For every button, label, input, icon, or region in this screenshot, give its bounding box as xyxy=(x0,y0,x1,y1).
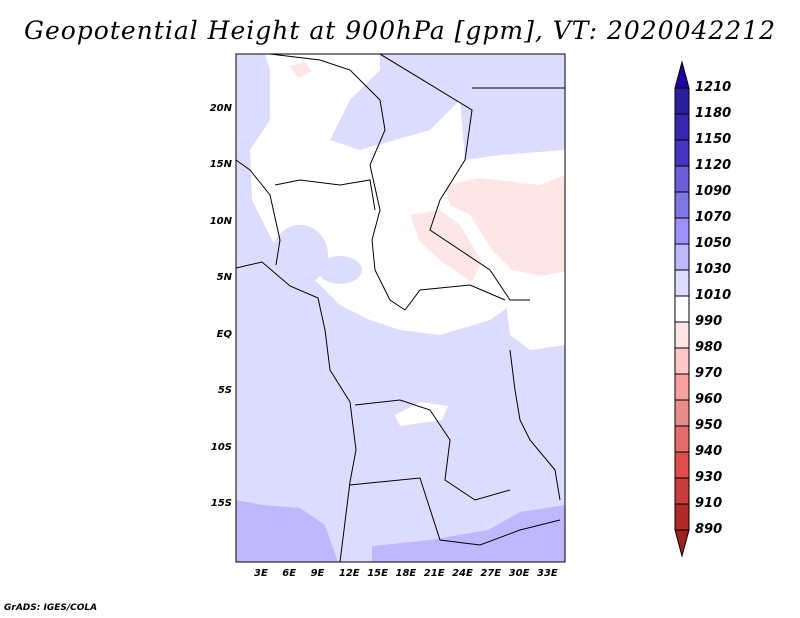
lat-tick-label: 10N xyxy=(209,216,232,227)
colorbar-box xyxy=(674,373,690,401)
colorbar-label: 970 xyxy=(695,366,723,381)
field-white-lakes xyxy=(505,290,565,350)
field-white-angola xyxy=(395,402,448,426)
lon-tick-label: 9E xyxy=(310,568,325,579)
field-pink-east xyxy=(445,175,565,276)
field-pink-north xyxy=(290,62,312,78)
lat-tick-label: 15N xyxy=(209,159,232,170)
border-line xyxy=(404,284,506,311)
lon-tick-label: 6E xyxy=(282,568,297,579)
grads-credit: GrADS: IGES/COLA xyxy=(4,603,98,613)
lon-tick-label: 18E xyxy=(395,568,417,579)
colorbar-label: 1010 xyxy=(695,288,732,303)
lon-tick-label: 21E xyxy=(423,568,445,579)
colorbar-label: 980 xyxy=(695,340,723,355)
colorbar-label: 910 xyxy=(695,496,723,511)
field-lavender-sahel xyxy=(318,256,362,284)
colorbar xyxy=(674,60,690,558)
colorbar-label: 890 xyxy=(695,522,723,537)
colorbar-top-arrow xyxy=(674,60,690,89)
map-field xyxy=(236,54,565,562)
plot-title: Geopotential Height at 900hPa [gpm], VT:… xyxy=(23,16,777,45)
colorbar-label: 1150 xyxy=(695,132,732,147)
colorbar-label: 940 xyxy=(695,444,723,459)
lon-tick-label: 27E xyxy=(480,568,502,579)
lat-tick-label: 10S xyxy=(210,442,232,453)
colorbar-label: 990 xyxy=(695,314,723,329)
colorbar-box xyxy=(674,269,690,297)
colorbar-box xyxy=(674,477,690,505)
lon-tick-label: 12E xyxy=(338,568,360,579)
border-line xyxy=(379,53,530,301)
colorbar-label: 1120 xyxy=(695,158,732,173)
colorbar-box xyxy=(674,321,690,349)
field-darker-southwest xyxy=(236,500,338,562)
lat-tick-label: 5N xyxy=(216,272,232,283)
colorbar-label: 1030 xyxy=(695,262,732,277)
lat-tick-label: 20N xyxy=(209,103,232,114)
colorbar-label: 930 xyxy=(695,470,723,485)
colorbar-box xyxy=(674,243,690,271)
lon-tick-label: 3E xyxy=(254,568,268,579)
colorbar-label: 950 xyxy=(695,418,723,433)
border-line xyxy=(235,159,281,266)
lon-tick-label: 15E xyxy=(367,568,388,579)
border-line xyxy=(349,477,561,546)
colorbar-label: 1210 xyxy=(695,80,732,95)
colorbar-box xyxy=(674,347,690,375)
colorbar-box xyxy=(674,399,690,427)
lat-tick-label: 15S xyxy=(210,498,232,509)
borders xyxy=(235,53,565,563)
border-line xyxy=(274,179,376,211)
lon-tick-label: 33E xyxy=(537,568,558,579)
colorbar-box xyxy=(674,503,690,531)
colorbar-box xyxy=(674,139,690,167)
west-coastline xyxy=(235,261,357,563)
field-pink-west xyxy=(410,210,482,282)
map-frame xyxy=(235,53,566,563)
lat-tick-label: 5S xyxy=(217,385,232,396)
border-line xyxy=(269,53,406,311)
colorbar-box xyxy=(674,295,690,323)
colorbar-box xyxy=(674,451,690,479)
field-lavender-nigeria xyxy=(272,225,328,285)
colorbar-box xyxy=(674,217,690,245)
colorbar-label: 1090 xyxy=(695,184,732,199)
colorbar-label: 1180 xyxy=(695,106,732,121)
colorbar-box xyxy=(674,165,690,193)
lat-tick-label: EQ xyxy=(216,329,232,340)
lon-tick-label: 24E xyxy=(452,568,473,579)
border-line xyxy=(354,399,511,501)
colorbar-box xyxy=(674,425,690,453)
colorbar-bottom-arrow xyxy=(674,529,690,558)
colorbar-label: 960 xyxy=(695,392,723,407)
colorbar-box xyxy=(674,113,690,141)
colorbar-label: 1070 xyxy=(695,210,732,225)
lon-tick-label: 30E xyxy=(508,568,530,579)
field-darker-southeast xyxy=(372,505,565,562)
border-line xyxy=(509,349,561,501)
colorbar-label: 1050 xyxy=(695,236,732,251)
colorbar-box xyxy=(674,191,690,219)
colorbar-box xyxy=(674,87,690,115)
